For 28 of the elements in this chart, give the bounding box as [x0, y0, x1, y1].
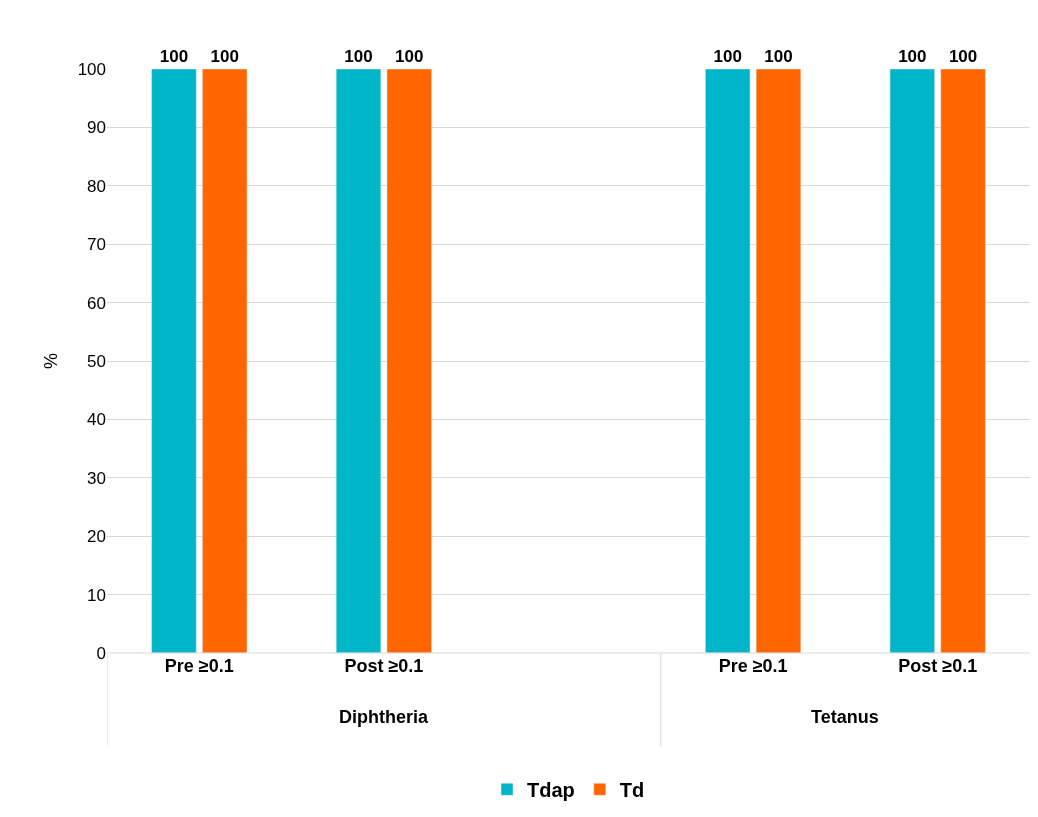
data-label: 100 — [898, 47, 927, 66]
legend-label: Td — [619, 779, 645, 802]
data-label: 100 — [395, 47, 424, 66]
y-tick-label: 100 — [77, 59, 106, 79]
y-tick-label: 20 — [87, 527, 106, 547]
data-label: 100 — [713, 47, 742, 66]
data-label: 100 — [344, 47, 373, 66]
x-tick-label: Pre ≥0.1 — [718, 656, 788, 676]
x-tick-label: Post ≥0.1 — [898, 656, 978, 676]
y-tick-label: 50 — [87, 351, 106, 371]
data-label: 100 — [210, 47, 239, 66]
text: Tetanus — [811, 707, 879, 727]
text: Diphtheria — [339, 707, 429, 727]
legend-label: Tdap — [527, 779, 575, 802]
y-axis-title: % — [40, 352, 61, 370]
y-tick-label: 70 — [87, 235, 106, 255]
y-tick-label: 80 — [87, 176, 106, 196]
y-tick-label: 0 — [96, 643, 106, 663]
data-label: 100 — [948, 47, 978, 66]
y-tick-label: 40 — [87, 410, 106, 430]
x-tick-label: Post ≥0.1 — [344, 656, 424, 676]
y-tick-label: 30 — [87, 468, 106, 488]
data-label: 100 — [764, 47, 793, 66]
x-tick-label: Pre ≥0.1 — [164, 656, 234, 676]
data-label: 100 — [159, 47, 189, 66]
y-tick-label: 90 — [87, 118, 106, 138]
y-tick-label: 10 — [87, 585, 106, 605]
y-tick-label: 60 — [87, 293, 106, 313]
